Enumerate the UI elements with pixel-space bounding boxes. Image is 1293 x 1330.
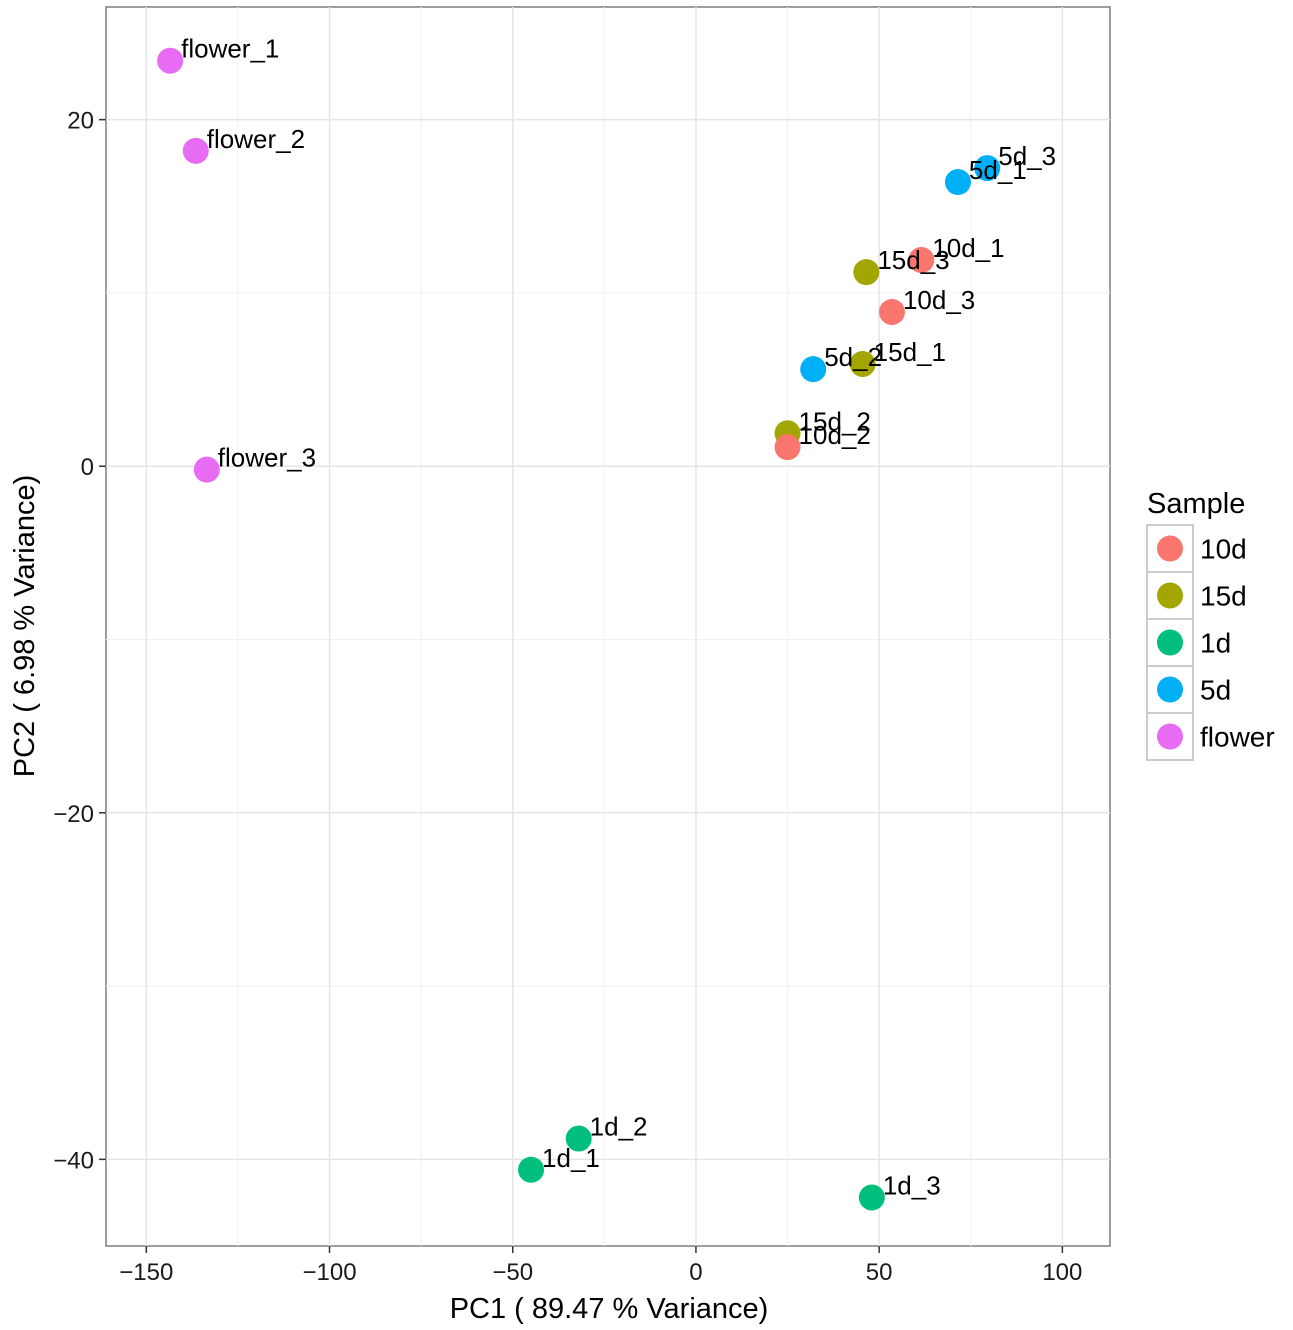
point-label-5d-1: 5d_1 [969, 155, 1027, 185]
x-tick-label: 100 [1042, 1259, 1082, 1286]
point-label-flower-3: flower_3 [218, 443, 316, 473]
x-tick-label: −150 [119, 1259, 173, 1286]
point-label-15d-2: 15d_2 [799, 406, 871, 436]
point-flower-2 [182, 137, 209, 164]
y-tick-label: −40 [53, 1147, 94, 1174]
point-10d-3 [878, 298, 905, 325]
y-axis-title: PC2 ( 6.98 % Variance) [9, 475, 41, 778]
x-tick-label: 50 [866, 1259, 893, 1286]
y-tick-label: 0 [81, 454, 94, 481]
legend-label-flower: flower [1200, 722, 1275, 753]
point-label-5d-2: 5d_2 [824, 342, 882, 372]
legend-label-5d: 5d [1200, 675, 1231, 706]
point-15d-3 [853, 259, 880, 286]
x-axis-title: PC1 ( 89.47 % Variance) [450, 1293, 769, 1325]
point-1d-3 [858, 1184, 885, 1211]
point-5d-3 [974, 155, 1001, 182]
point-10d-2 [774, 434, 801, 461]
point-label-5d-3: 5d_3 [998, 141, 1056, 171]
point-labels: flower_1flower_2flower_35d_35d_110d_115d… [181, 34, 1056, 1201]
x-tick-label: 0 [689, 1259, 702, 1286]
point-label-1d-3: 1d_3 [883, 1170, 941, 1200]
point-label-flower-2: flower_2 [207, 124, 305, 154]
y-tick-label: −20 [53, 801, 94, 828]
point-label-flower-1: flower_1 [181, 34, 279, 64]
legend-key-flower [1157, 723, 1183, 750]
legend-label-1d: 1d [1200, 628, 1231, 659]
point-1d-1 [518, 1156, 545, 1183]
grid-lines [106, 7, 1110, 1246]
panel-background [106, 7, 1110, 1246]
point-label-15d-3: 15d_3 [877, 245, 949, 275]
point-15d-1 [849, 350, 876, 377]
plot-panel [105, 6, 1111, 1247]
point-5d-1 [944, 169, 971, 196]
legend-title: Sample [1147, 488, 1245, 520]
legend-key-10d [1157, 535, 1183, 562]
legend: Sample 10d 15d 1d 5d flower [1146, 488, 1275, 761]
panel-border [105, 6, 1111, 1247]
point-flower-3 [193, 456, 220, 483]
point-5d-2 [800, 356, 827, 383]
legend-label-15d: 15d [1200, 581, 1247, 612]
y-tick-label: 20 [67, 108, 94, 135]
point-label-10d-1: 10d_1 [932, 233, 1004, 263]
point-label-1d-1: 1d_1 [542, 1143, 600, 1173]
point-label-15d-1: 15d_1 [874, 337, 946, 367]
legend-key-1d [1157, 629, 1183, 656]
legend-label-10d: 10d [1200, 534, 1247, 565]
x-tick-label: −100 [302, 1259, 356, 1286]
point-1d-2 [565, 1125, 592, 1152]
point-label-1d-2: 1d_2 [590, 1112, 648, 1142]
point-10d-1 [908, 246, 935, 273]
axis-ticks: −150 −100 −50 0 50 100 −40 −20 0 20 [53, 108, 1082, 1286]
data-points [157, 47, 1001, 1211]
legend-key-5d [1157, 676, 1183, 703]
x-tick-label: −50 [492, 1259, 533, 1286]
point-label-10d-3: 10d_3 [903, 285, 975, 315]
point-label-10d-2: 10d_2 [799, 420, 871, 450]
legend-key-15d [1157, 582, 1183, 609]
point-flower-1 [157, 47, 184, 74]
